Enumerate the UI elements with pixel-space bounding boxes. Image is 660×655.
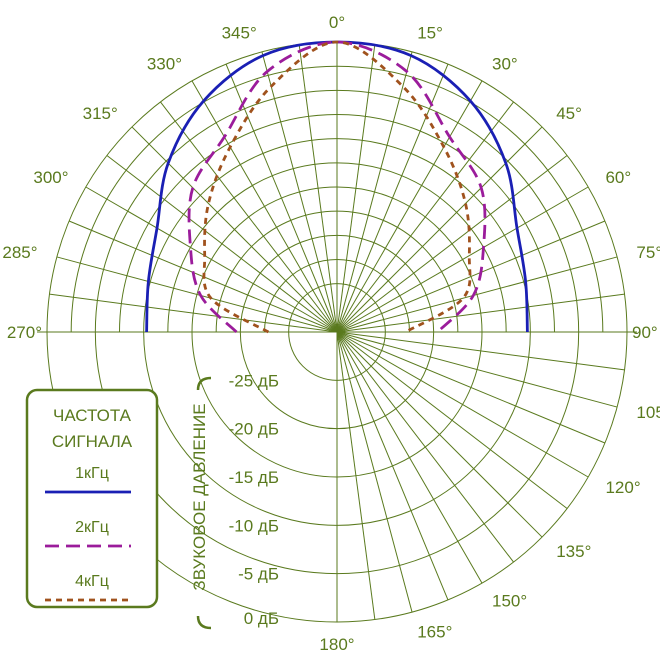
series-line-2кГц bbox=[187, 40, 487, 334]
angle-label: 0° bbox=[329, 13, 345, 32]
legend-items: 1кГц 2кГц 4кГц bbox=[45, 465, 131, 602]
grid-spoke bbox=[225, 63, 338, 333]
axis-bracket-bottom bbox=[196, 615, 212, 630]
grid-spoke bbox=[336, 63, 449, 333]
grid-spoke bbox=[336, 331, 514, 563]
angle-label: 90° bbox=[632, 323, 658, 342]
radial-tick-labels: 0 дБ -5 дБ -10 дБ -15 дБ -20 дБ -25 дБ bbox=[229, 371, 279, 628]
grid-spoke bbox=[49, 293, 338, 333]
legend-title-line1: ЧАСТОТА bbox=[53, 406, 132, 425]
angle-label: 345° bbox=[222, 24, 257, 43]
series-layer bbox=[145, 40, 529, 334]
angle-label: 75° bbox=[636, 243, 660, 262]
angle-label: 285° bbox=[2, 243, 37, 262]
angle-label: 180° bbox=[319, 635, 354, 650]
grid-spoke bbox=[56, 256, 338, 333]
legend-title-line2: СИГНАЛА bbox=[52, 432, 133, 451]
grid-spoke bbox=[106, 155, 338, 333]
angle-label: 315° bbox=[83, 104, 118, 123]
grid-spoke bbox=[336, 331, 449, 601]
grid-spoke bbox=[336, 101, 514, 333]
angle-label: 30° bbox=[492, 55, 518, 74]
grid-spoke bbox=[336, 331, 606, 444]
grid-spoke bbox=[160, 101, 338, 333]
grid-spoke bbox=[336, 51, 413, 333]
series-line-4кГц bbox=[202, 40, 472, 334]
grid-spoke bbox=[336, 256, 618, 333]
grid-spoke bbox=[336, 331, 618, 408]
grid-spoke bbox=[261, 51, 338, 333]
polar-grid bbox=[37, 41, 637, 623]
legend-label: 4кГц bbox=[75, 573, 109, 590]
grid-spoke bbox=[336, 331, 625, 371]
legend-frame bbox=[25, 388, 159, 609]
angle-label: 15° bbox=[417, 24, 443, 43]
angle-label: 150° bbox=[492, 591, 527, 610]
axis-bracket-top bbox=[196, 376, 212, 391]
grid-spoke bbox=[298, 44, 338, 333]
grid-spoke bbox=[336, 186, 589, 333]
angle-label: 165° bbox=[417, 622, 452, 641]
angle-label: 300° bbox=[33, 168, 68, 187]
grid-spoke bbox=[85, 186, 338, 333]
angle-label: 105° bbox=[636, 403, 660, 422]
angle-labels: 0° 15° 30° 45° 60° 75° 90° 105° 120° 135° 150° 165°… bbox=[2, 13, 660, 654]
radial-tick-label: -20 дБ bbox=[229, 420, 279, 439]
grid-spoke bbox=[336, 126, 543, 333]
radial-axis-label: ЗВУКОВОЕ ДАВЛЕНИЕ bbox=[190, 403, 209, 590]
angle-label: 270° bbox=[7, 323, 42, 342]
angle-label: 45° bbox=[556, 104, 582, 123]
grid-spoke bbox=[191, 80, 338, 333]
angle-label: 60° bbox=[605, 168, 631, 187]
radial-tick-label: 0 дБ bbox=[244, 609, 279, 628]
grid-spoke bbox=[131, 126, 338, 333]
grid-spoke bbox=[336, 331, 483, 584]
grid-spoke bbox=[336, 331, 376, 620]
grid-spoke bbox=[336, 293, 625, 333]
radial-tick-label: -15 дБ bbox=[229, 468, 279, 487]
grid-spoke bbox=[336, 331, 413, 613]
radial-tick-label: -25 дБ bbox=[229, 371, 279, 390]
grid-spoke bbox=[336, 155, 568, 333]
legend-label: 1кГц bbox=[75, 465, 109, 482]
radial-tick-label: -5 дБ bbox=[238, 565, 279, 584]
grid-spoke bbox=[336, 331, 543, 538]
grid-spoke bbox=[336, 80, 483, 333]
legend: ЧАСТОТА СИГНАЛА 1кГц 2кГц 4кГц bbox=[25, 388, 159, 609]
grid-spoke bbox=[336, 331, 589, 478]
grid-spoke bbox=[336, 44, 376, 333]
grid-spoke bbox=[336, 220, 606, 333]
angle-label: 120° bbox=[605, 478, 640, 497]
radial-tick-label: -10 дБ bbox=[229, 516, 279, 535]
angle-label: 135° bbox=[556, 542, 591, 561]
legend-label: 2кГц bbox=[75, 519, 109, 536]
grid-spoke bbox=[336, 331, 568, 509]
angle-label: 330° bbox=[147, 55, 182, 74]
